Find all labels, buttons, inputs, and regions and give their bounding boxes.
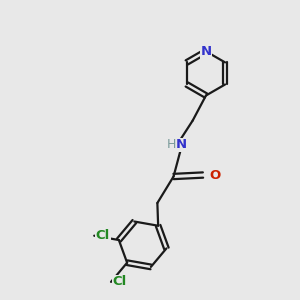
Text: Cl: Cl — [112, 275, 127, 288]
Text: H: H — [167, 139, 176, 152]
Text: O: O — [209, 169, 220, 182]
Text: N: N — [176, 139, 188, 152]
Text: Cl: Cl — [96, 229, 110, 242]
Text: N: N — [200, 45, 211, 58]
